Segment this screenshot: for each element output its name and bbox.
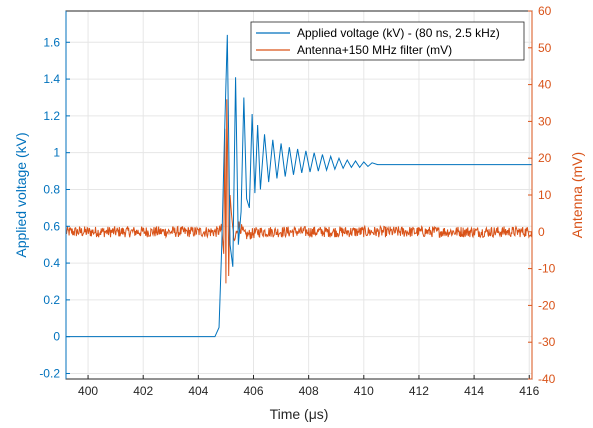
x-tick-label: 412 [409,384,429,398]
series-applied-voltage-line [66,34,532,338]
left-y-tick-label: 1 [53,146,60,160]
legend: Applied voltage (kV) - (80 ns, 2.5 kHz) … [250,21,525,61]
right-y-tick-label: 0 [538,225,545,239]
right-y-tick-label: -20 [538,298,556,312]
legend-box [250,21,525,61]
left-y-tick-label: 0.8 [43,182,60,196]
x-axis-label: Time (μs) [270,406,329,422]
right-y-tick-label: 30 [538,114,552,128]
x-tick-label: 408 [299,384,319,398]
right-y-axis-label: Antenna (mV) [569,152,585,238]
right-y-tick-label: 40 [538,78,552,92]
left-y-tick-label: 1.6 [43,35,60,49]
left-y-axis: -0.2 0 0.2 0.4 0.6 0.8 1 1.2 1.4 1.6 [39,11,70,380]
left-y-tick-label: 1.2 [43,109,60,123]
left-y-tick-label: 1.4 [43,72,60,86]
right-y-tick-label: 10 [538,188,552,202]
right-y-tick-label: -30 [538,335,556,349]
right-y-tick-label: 20 [538,151,552,165]
series-antenna-line [66,99,532,284]
left-y-tick-label: -0.2 [39,366,60,380]
x-tick-label: 404 [188,384,208,398]
plot-area [66,11,532,379]
x-tick-label: 402 [133,384,153,398]
left-y-tick-label: 0.6 [43,219,60,233]
right-y-axis: -40 -30 -20 -10 0 10 20 30 40 50 60 [528,4,556,386]
x-tick-label: 414 [464,384,484,398]
legend-label-applied-voltage: Applied voltage (kV) - (80 ns, 2.5 kHz) [297,26,500,40]
left-y-axis-label: Applied voltage (kV) [13,132,29,257]
x-axis: 400 402 404 406 408 410 412 414 416 [78,375,540,398]
legend-label-antenna: Antenna+150 MHz filter (mV) [297,43,452,57]
right-y-tick-label: -10 [538,262,556,276]
x-tick-label: 410 [354,384,374,398]
x-tick-label: 406 [243,384,263,398]
left-y-tick-label: 0 [53,330,60,344]
right-y-tick-label: -40 [538,372,556,386]
left-y-tick-label: 0.4 [43,256,60,270]
right-y-tick-label: 50 [538,41,552,55]
series-layer [66,34,532,338]
right-y-tick-label: 60 [538,4,552,18]
x-tick-label: 400 [78,384,98,398]
left-y-tick-label: 0.2 [43,293,60,307]
x-tick-label: 416 [519,384,539,398]
